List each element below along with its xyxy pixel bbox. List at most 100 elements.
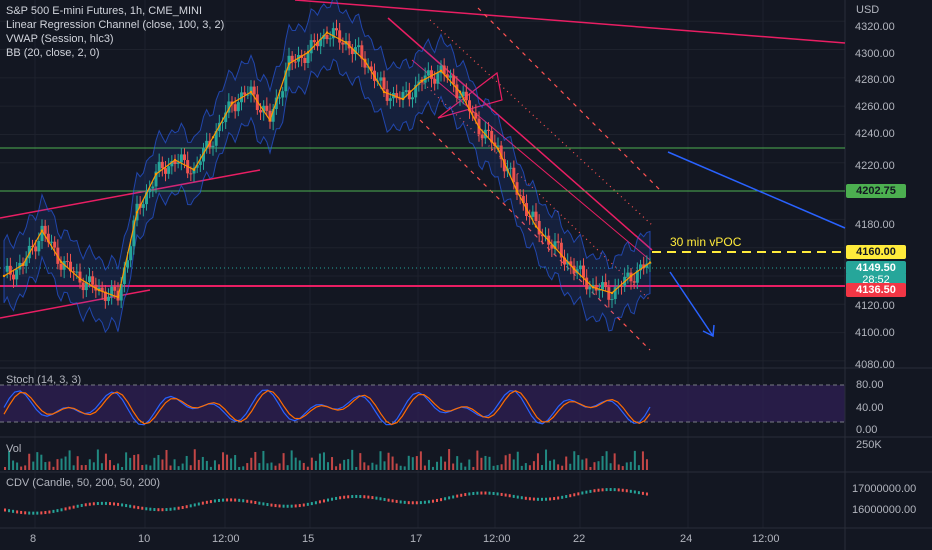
cdv-candle <box>278 504 281 508</box>
vol-label[interactable]: Vol <box>6 443 22 455</box>
cdv-candle <box>327 498 329 502</box>
price-point <box>306 51 310 54</box>
candle-body <box>544 235 547 237</box>
cdv-candle <box>80 503 83 507</box>
volume-bar <box>456 456 459 470</box>
volume-bar <box>193 449 196 470</box>
cdv-candle <box>355 494 358 498</box>
candle-body <box>278 97 281 99</box>
cdv-candle <box>436 498 439 502</box>
volume-bar <box>12 460 15 470</box>
cdv-candle <box>363 495 366 499</box>
cdv-candle <box>528 497 531 501</box>
price-point <box>401 97 405 101</box>
cdv-candle <box>335 496 338 500</box>
candle-body <box>439 65 443 74</box>
cdv-candle <box>121 503 124 507</box>
volume-bar <box>609 463 612 470</box>
volume-bar <box>484 455 487 470</box>
candle-body <box>540 234 544 237</box>
cdv-candle <box>629 489 632 493</box>
candle-body <box>50 241 53 243</box>
volume-bar <box>121 466 124 470</box>
candle-body <box>265 105 269 111</box>
legend-lrc[interactable]: Linear Regression Channel (close, 100, 3… <box>6 19 225 31</box>
volume-bar <box>625 462 628 470</box>
cdv-label[interactable]: CDV (Candle, 50, 200, 50, 200) <box>6 477 161 489</box>
candle-body <box>119 283 123 301</box>
candle-body <box>363 58 367 68</box>
cdv-candle <box>217 498 220 502</box>
volume-bar <box>230 458 233 470</box>
candle-body <box>12 274 15 280</box>
stoch-lines <box>3 389 651 426</box>
candle-body <box>319 39 323 47</box>
candle-body <box>224 112 228 123</box>
volume-bar <box>84 465 87 470</box>
volume-bar <box>108 460 111 470</box>
cdv-candle <box>137 506 140 510</box>
price-point <box>420 79 424 82</box>
cdv-candle <box>117 502 120 506</box>
price-tick-4240: 4240.00 <box>855 128 895 140</box>
candle-body <box>518 194 522 197</box>
cdv-candle <box>133 505 136 509</box>
volume-bar <box>145 464 148 470</box>
price-tick-4320: 4320.00 <box>855 21 895 33</box>
cdv-candle <box>488 491 491 495</box>
price-point <box>268 119 272 122</box>
candle-body <box>597 289 601 291</box>
candle-body <box>420 81 424 83</box>
candle-body <box>534 211 538 221</box>
candle-body <box>335 28 338 31</box>
candle-body <box>145 192 148 205</box>
cdv-candle <box>415 501 418 505</box>
time-tick-15: 15 <box>302 533 315 545</box>
volume-bar <box>157 455 160 470</box>
candle-body <box>426 70 430 76</box>
volume-bar <box>545 449 548 470</box>
price-point <box>21 263 25 266</box>
left-trendline-lower[interactable] <box>0 289 151 319</box>
price-point <box>287 62 291 65</box>
cdv-candle <box>92 502 95 506</box>
legend-bb[interactable]: BB (20, close, 2, 0) <box>6 47 100 59</box>
volume-bar <box>516 451 519 470</box>
cdv-candle <box>375 496 378 500</box>
volume-bar <box>226 454 229 470</box>
candle-body <box>531 211 535 217</box>
volume-bar <box>383 461 386 470</box>
price-point <box>135 211 139 214</box>
volume-bar <box>423 465 426 470</box>
cdv-candle <box>561 495 564 499</box>
time-tick-8: 8 <box>30 533 37 545</box>
candle-body <box>515 182 519 195</box>
candle-body <box>126 260 129 268</box>
candle-body <box>59 263 63 270</box>
volume-bar <box>217 464 220 470</box>
candle-body <box>164 168 167 174</box>
candle-body <box>354 47 357 55</box>
legend-symbol[interactable]: S&P 500 E-mini Futures, 1h, CME_MINI <box>6 5 203 17</box>
candle-body <box>78 271 82 283</box>
cdv-candle <box>440 498 443 502</box>
volume-bar <box>80 465 83 470</box>
volume-bar <box>314 460 317 470</box>
cdv-candle <box>621 488 624 492</box>
candle-body <box>626 272 630 277</box>
cdv-candle <box>423 500 426 504</box>
legend-vwap[interactable]: VWAP (Session, hlc3) <box>6 33 114 45</box>
regression-center-line[interactable] <box>387 17 653 251</box>
left-trendline-upper[interactable] <box>0 169 261 219</box>
candle-body <box>360 45 364 59</box>
volume-bar <box>613 453 616 470</box>
volume-bar <box>589 466 592 470</box>
candle-body <box>458 96 462 98</box>
stoch-label[interactable]: Stoch (14, 3, 3) <box>6 374 82 386</box>
volume-bar <box>28 453 31 470</box>
cdv-candle <box>213 499 216 503</box>
candle-body <box>100 287 104 292</box>
cdv-candle <box>496 492 499 496</box>
upper-trendline[interactable] <box>294 0 846 44</box>
